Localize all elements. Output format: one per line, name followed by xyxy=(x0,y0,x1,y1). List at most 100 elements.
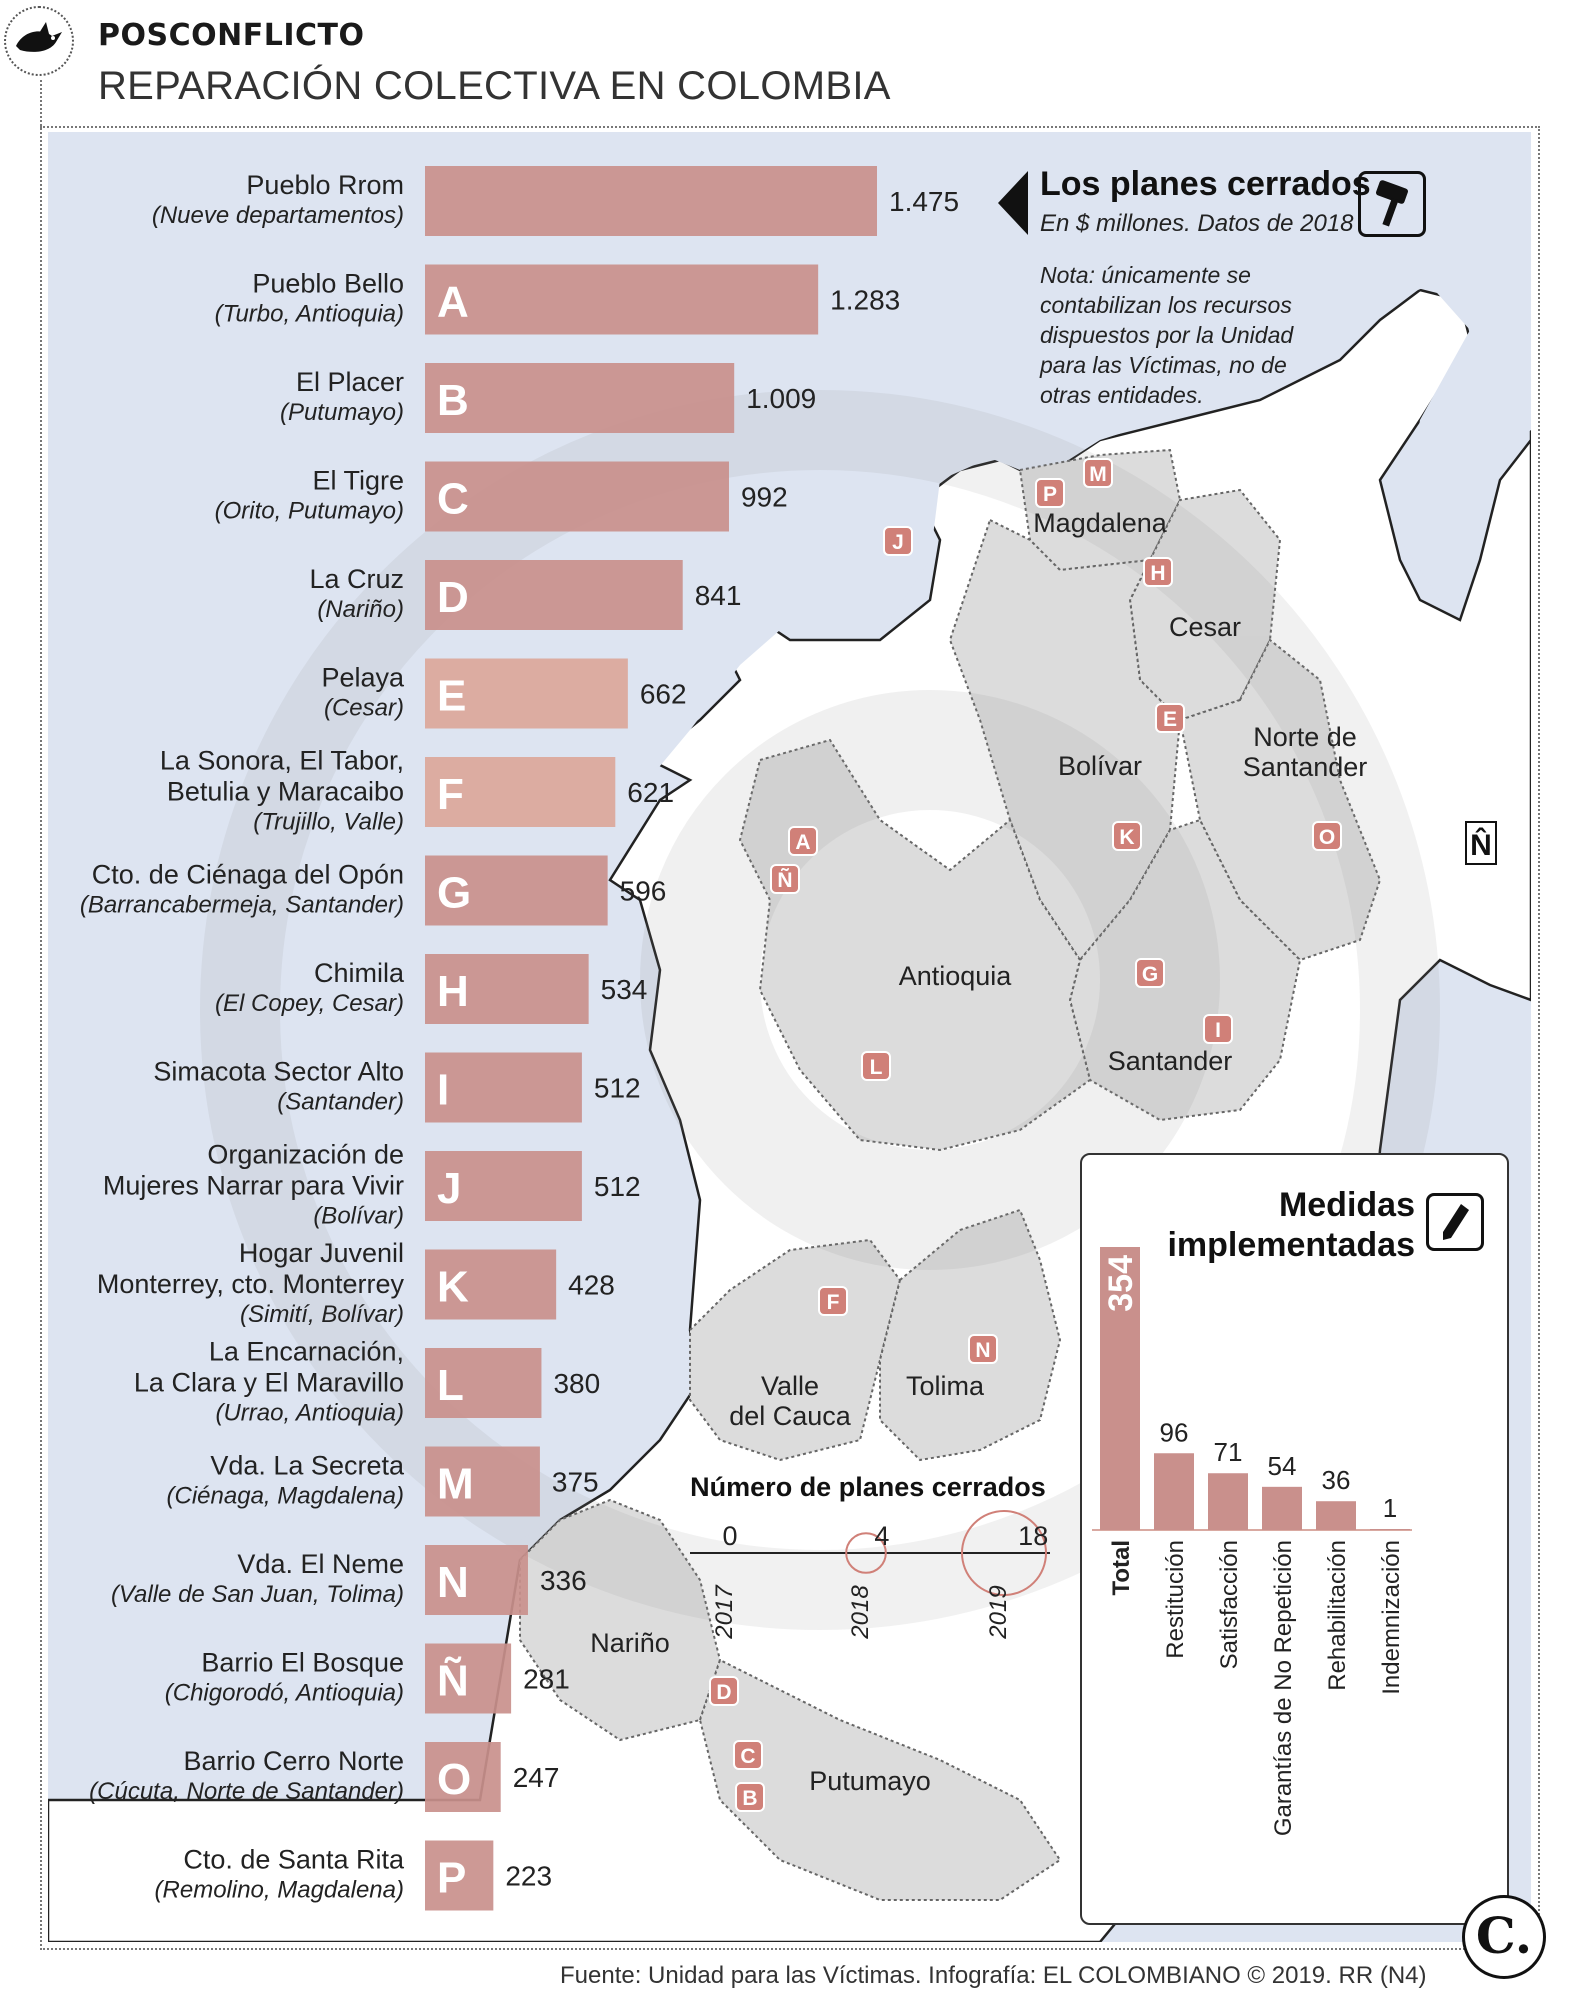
map-marker xyxy=(1035,478,1065,508)
frame-right-border xyxy=(1538,126,1540,1946)
map-marker-letter: P xyxy=(1043,483,1057,506)
bar-category-label: Betulia y Maracaibo xyxy=(167,777,404,807)
page-title: REPARACIÓN COLECTIVA EN COLOMBIA xyxy=(98,64,891,108)
map-marker xyxy=(968,1334,998,1364)
map-region-label: Cesar xyxy=(1169,612,1241,642)
bar-Ñ xyxy=(425,1643,512,1714)
map-region-label: Magdalena xyxy=(1033,508,1168,538)
map-marker-letter: D xyxy=(716,1681,731,1704)
measure-category-label: Total xyxy=(1108,1540,1135,1596)
map-region-label: Putumayo xyxy=(809,1766,931,1796)
map-region-label: Norte de xyxy=(1253,722,1357,752)
frame-left-border xyxy=(40,80,42,1950)
bar-value-label: 1.475 xyxy=(889,186,959,217)
bar-letter: P xyxy=(437,1854,466,1903)
bar-letter: N xyxy=(437,1558,469,1607)
bar-category-label: Barrio El Bosque xyxy=(201,1648,404,1678)
map-marker-letter: Ñ xyxy=(777,869,792,892)
arrow-left-icon xyxy=(998,171,1028,235)
map-region-label: Valle xyxy=(761,1371,819,1401)
bar-place-label: (El Copey, Cesar) xyxy=(215,990,404,1017)
bar-letter: M xyxy=(437,1460,474,1509)
measure-category-label: Rehabilitación xyxy=(1324,1540,1351,1691)
bar-M xyxy=(425,1446,540,1517)
map-marker xyxy=(709,1676,739,1706)
measure-bar xyxy=(1316,1501,1356,1530)
measure-value-label: 1 xyxy=(1383,1493,1397,1523)
bar-category-label: Vda. El Neme xyxy=(237,1549,404,1579)
bar-place-label: (Trujillo, Valle) xyxy=(253,809,404,836)
map-marker-letter: B xyxy=(742,1787,757,1810)
bar-place-label: (Orito, Putumayo) xyxy=(215,498,404,525)
bar-place-label: (Remolino, Magdalena) xyxy=(155,1877,404,1904)
map-marker xyxy=(1203,1014,1233,1044)
bar-H xyxy=(425,954,589,1024)
plans-closed-legend: Los planes cerrados En $ millones. Datos… xyxy=(998,165,1460,410)
map-marker-letter: G xyxy=(1142,963,1158,986)
bar-place-label: (Putumayo) xyxy=(280,399,404,426)
map-region-label: Bolívar xyxy=(1058,751,1142,781)
bar-F xyxy=(425,757,616,827)
map-marker-letter: M xyxy=(1089,463,1107,486)
map-marker-letter: O xyxy=(1319,826,1335,849)
bar-N xyxy=(425,1545,528,1615)
bar-letter: F xyxy=(437,770,464,819)
bar-place-label: (Nueve departamentos) xyxy=(152,202,404,229)
bar-category-label: La Clara y El Maravillo xyxy=(134,1368,404,1398)
bar-value-label: 662 xyxy=(640,679,687,710)
plans-count-year: 2019 xyxy=(985,1585,1012,1639)
bar-category-label: Chimila xyxy=(314,958,405,988)
bar-letter: E xyxy=(437,672,466,721)
bar-value-label: 281 xyxy=(523,1664,570,1695)
horizontal-bar-chart: 1.475 Pueblo Rrom(Nueve departamentos) A 1.… xyxy=(80,166,959,1911)
bar-category-label: El Tigre xyxy=(312,466,404,496)
plans-count-circle xyxy=(961,1510,1047,1596)
compass-icon: N̂ xyxy=(1470,828,1492,862)
map-marker xyxy=(1112,821,1142,851)
map-region-label: Nariño xyxy=(590,1628,670,1658)
bar-value-label: 375 xyxy=(552,1467,599,1498)
measure-bar xyxy=(1208,1473,1248,1530)
bar-value-label: 596 xyxy=(620,876,667,907)
bar-category-label: Simacota Sector Alto xyxy=(153,1057,404,1087)
bar-value-label: 534 xyxy=(601,974,648,1005)
bar-D xyxy=(425,560,683,630)
map-marker xyxy=(770,864,800,894)
plans-closed-subtitle: En $ millones. Datos de 2018 xyxy=(1040,210,1354,237)
bar-value-label: 428 xyxy=(568,1270,615,1301)
bar-category-label: Organización de xyxy=(207,1140,404,1170)
plans-count-year: 2018 xyxy=(847,1585,874,1640)
bar-L xyxy=(425,1348,542,1418)
measure-category-label: Garantías de No Repetición xyxy=(1270,1540,1297,1836)
bar-letter: D xyxy=(437,573,469,622)
measures-title-line-1: Medidas xyxy=(1278,1186,1415,1224)
map-marker-letter: H xyxy=(1150,562,1165,585)
bar-category-label: Cto. de Santa Rita xyxy=(183,1845,405,1875)
bar-place-label: (Simití, Bolívar) xyxy=(240,1301,404,1328)
map-marker xyxy=(1143,557,1173,587)
plans-count-value: 18 xyxy=(1018,1521,1048,1551)
bar-I xyxy=(425,1052,582,1123)
bar-place-label: (Chigorodó, Antioquia) xyxy=(165,1680,404,1707)
bar-category-label: La Cruz xyxy=(309,564,404,594)
bar-place-label: (Turbo, Antioquia) xyxy=(215,301,404,328)
plans-count-title: Número de planes cerrados xyxy=(690,1472,1046,1502)
bar-place-label: (Urrao, Antioquia) xyxy=(215,1400,404,1427)
plans-count-year: 2017 xyxy=(711,1584,738,1640)
bar-place-label: (Nariño) xyxy=(317,596,404,623)
map-marker-letter: C xyxy=(740,1745,755,1768)
bar-value-label: 380 xyxy=(553,1368,600,1399)
measures-title: Medidas implementadas xyxy=(1167,1185,1415,1265)
measures-bar-chart: 354 Total 96 Restitución 71 Satisfacción 54 Gar… xyxy=(1092,1247,1412,1836)
measure-bar xyxy=(1262,1486,1302,1530)
bar-G xyxy=(425,855,608,926)
dove-logo-icon xyxy=(4,6,74,76)
bar-place-label: (Ciénaga, Magdalena) xyxy=(167,1483,404,1510)
measure-value-label: 71 xyxy=(1214,1437,1243,1467)
map-marker-letter: K xyxy=(1119,826,1134,849)
pencil-icon xyxy=(1426,1193,1484,1251)
map-markers: M P J H E O K AÑ G I L F N D CB N̂ xyxy=(709,458,1497,1812)
map-region-label: Tolima xyxy=(906,1371,985,1401)
bar-B xyxy=(425,363,735,433)
compass-box xyxy=(1465,821,1497,865)
